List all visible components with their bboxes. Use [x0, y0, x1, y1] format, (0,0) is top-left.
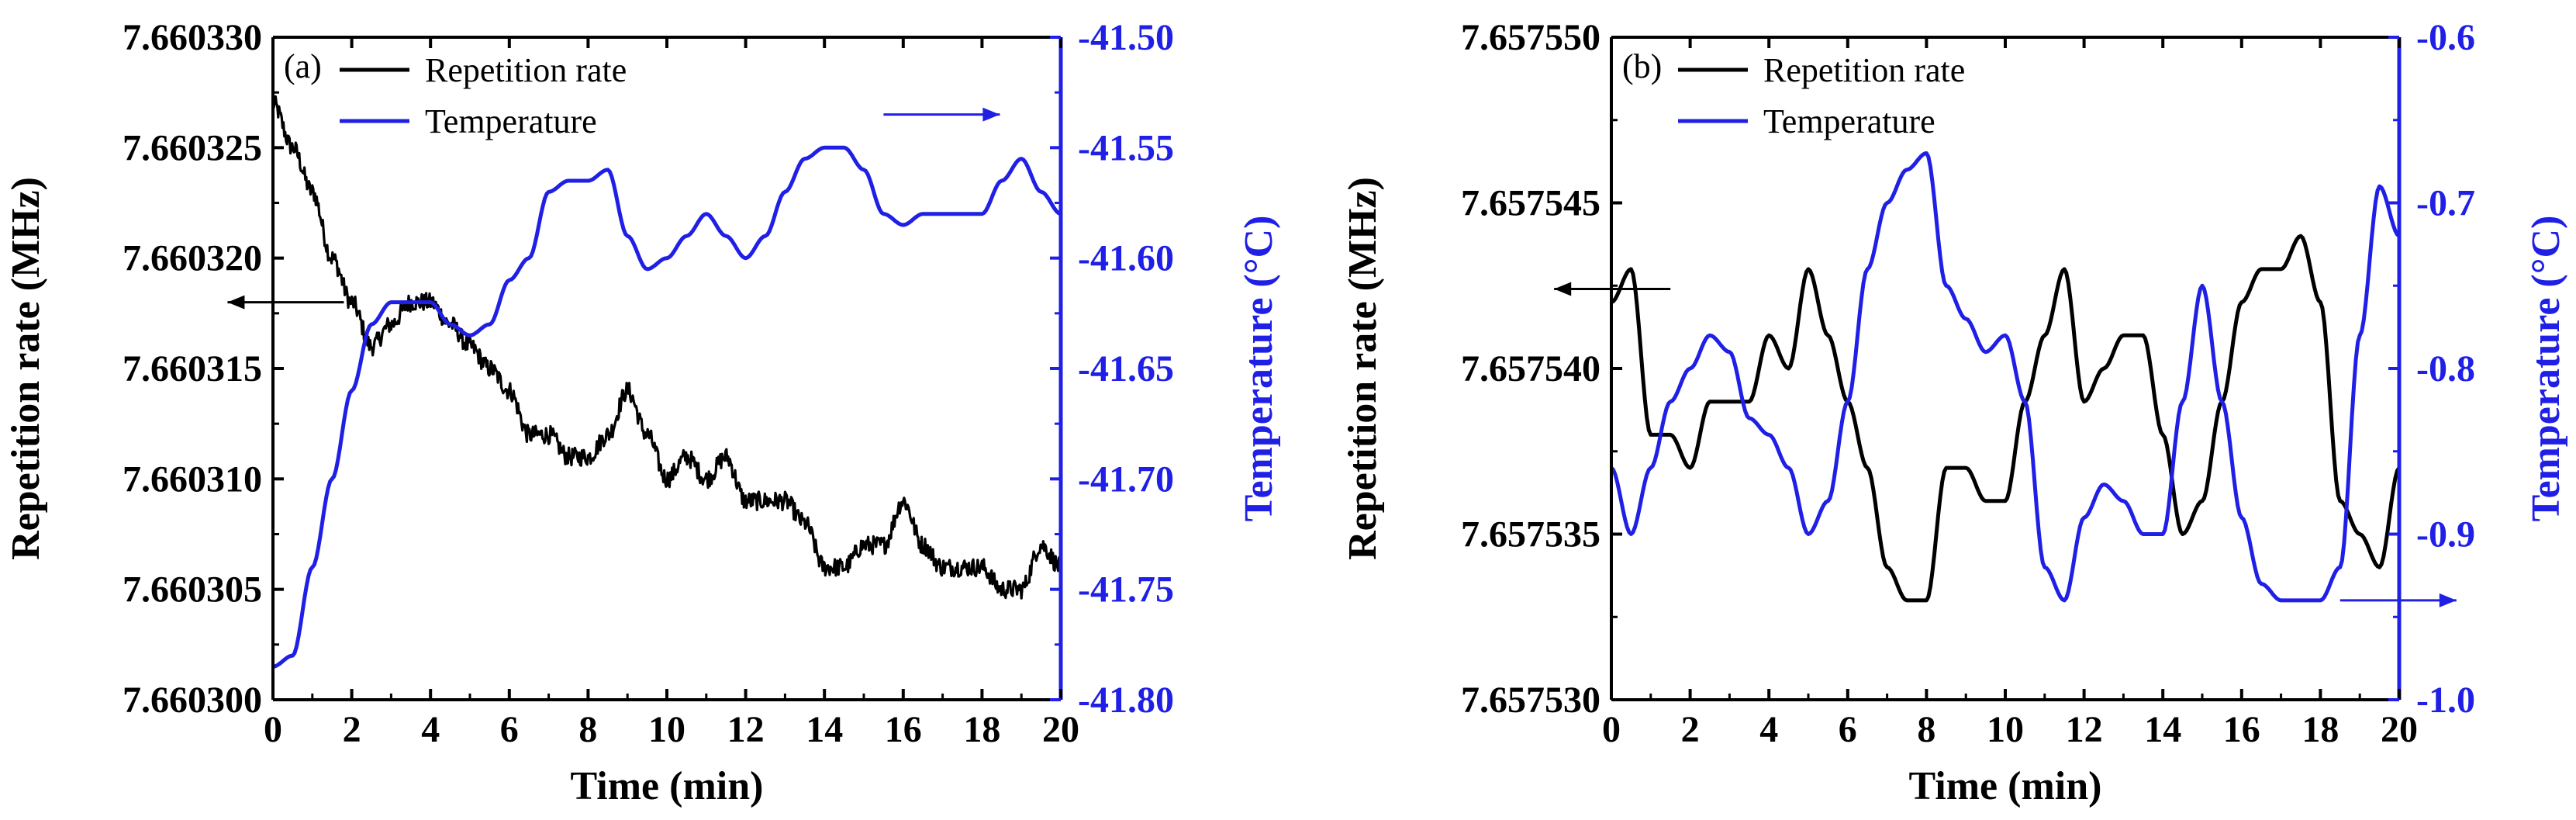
x-tick-label: 10 [648, 709, 685, 750]
y-left-tick-label: 7.660320 [123, 238, 262, 279]
x-tick-label: 16 [2223, 709, 2260, 750]
y-right-tick-label: -41.60 [1078, 238, 1174, 279]
x-tick-label: 6 [500, 709, 519, 750]
legend-label: Repetition rate [425, 51, 627, 89]
x-tick-label: 10 [1987, 709, 2024, 750]
x-tick-label: 12 [2066, 709, 2103, 750]
x-tick-label: 4 [1759, 709, 1778, 750]
x-tick-label: 20 [1042, 709, 1079, 750]
y-left-tick-label: 7.657545 [1461, 183, 1601, 224]
y-right-axis-title: Temperature (°C) [1237, 216, 1281, 522]
arrow-head-icon [982, 107, 1000, 122]
plot-area [273, 95, 1061, 669]
y-left-tick-label: 7.660315 [123, 348, 262, 389]
y-left-tick-label: 7.660305 [123, 569, 262, 611]
x-tick-label: 14 [2144, 709, 2181, 750]
panel-label: (b) [1622, 47, 1662, 85]
legend-label: Temperature [1763, 102, 1935, 140]
x-tick-label: 0 [1602, 709, 1621, 750]
y-left-tick-label: 7.657550 [1461, 17, 1601, 58]
y-right-tick-label: -41.50 [1078, 17, 1174, 58]
plot-area [1611, 151, 2399, 603]
series-line-repetition-rate [1611, 234, 2399, 603]
y-right-tick-label: -0.7 [2416, 183, 2475, 224]
y-left-tick-label: 7.657535 [1461, 514, 1601, 555]
x-tick-label: 20 [2381, 709, 2418, 750]
y-right-tick-label: -41.80 [1078, 680, 1174, 721]
y-right-tick-label: -1.0 [2416, 680, 2475, 721]
x-tick-label: 16 [885, 709, 922, 750]
arrow-head-icon [1554, 282, 1572, 296]
y-left-tick-label: 7.660300 [123, 680, 262, 721]
x-tick-label: 14 [806, 709, 843, 750]
y-right-tick-label: -41.65 [1078, 348, 1174, 389]
y-left-tick-label: 7.660325 [123, 127, 262, 168]
legend-label: Temperature [425, 102, 597, 140]
x-tick-label: 2 [343, 709, 361, 750]
y-right-tick-label: -0.6 [2416, 17, 2475, 58]
chart-panel-b: 0 2 4 6 8 10 12 14 16 18 20 7.657530 7.657535 7.65754… [1341, 17, 2568, 808]
y-right-tick-label: -41.70 [1078, 458, 1174, 500]
chart-panel-a: 0 2 4 6 8 10 12 14 16 18 20 7.660300 7.660305 7.66031… [4, 17, 1281, 808]
x-tick-label: 18 [963, 709, 1000, 750]
x-axis-title: Time (min) [1909, 764, 2102, 808]
y-left-axis-title: Repetition rate (MHz) [4, 177, 48, 560]
y-right-tick-label: -0.9 [2416, 514, 2475, 555]
x-tick-label: 6 [1839, 709, 1857, 750]
arrow-head-icon [227, 295, 245, 310]
series-line-temperature [1611, 151, 2399, 603]
series-line-temperature [273, 145, 1061, 669]
y-left-tick-label: 7.657530 [1461, 680, 1601, 721]
y-right-axis-title: Temperature (°C) [2524, 216, 2568, 522]
series-line-repetition-rate [273, 95, 1061, 600]
legend-label: Repetition rate [1763, 51, 1965, 89]
x-tick-label: 8 [1917, 709, 1935, 750]
x-axis-title: Time (min) [571, 764, 764, 808]
arrow-head-icon [2439, 593, 2457, 607]
x-tick-label: 0 [264, 709, 282, 750]
panel-label: (a) [284, 47, 322, 85]
y-left-tick-label: 7.660310 [123, 458, 262, 500]
x-tick-label: 2 [1681, 709, 1700, 750]
y-right-tick-label: -41.75 [1078, 569, 1174, 611]
x-tick-label: 12 [727, 709, 765, 750]
y-left-axis-title: Repetition rate (MHz) [1341, 177, 1385, 560]
y-right-tick-label: -41.55 [1078, 127, 1174, 168]
y-right-tick-label: -0.8 [2416, 348, 2475, 389]
y-left-tick-label: 7.657540 [1461, 348, 1601, 389]
x-tick-label: 18 [2301, 709, 2339, 750]
x-tick-label: 4 [421, 709, 440, 750]
y-left-tick-label: 7.660330 [123, 17, 262, 58]
x-tick-label: 8 [578, 709, 597, 750]
